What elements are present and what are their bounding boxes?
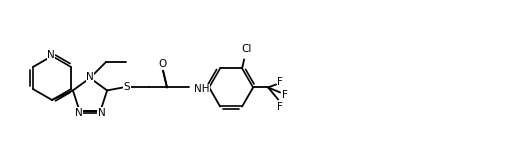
Text: N: N [98, 108, 105, 118]
Text: NH: NH [194, 84, 209, 94]
Text: N: N [86, 72, 94, 82]
Text: N: N [47, 50, 55, 60]
Text: F: F [281, 90, 288, 100]
Text: F: F [276, 77, 282, 87]
Text: F: F [276, 102, 282, 112]
Text: Cl: Cl [240, 44, 251, 54]
Text: N: N [74, 108, 82, 118]
Text: O: O [158, 59, 166, 69]
Text: S: S [124, 82, 130, 92]
